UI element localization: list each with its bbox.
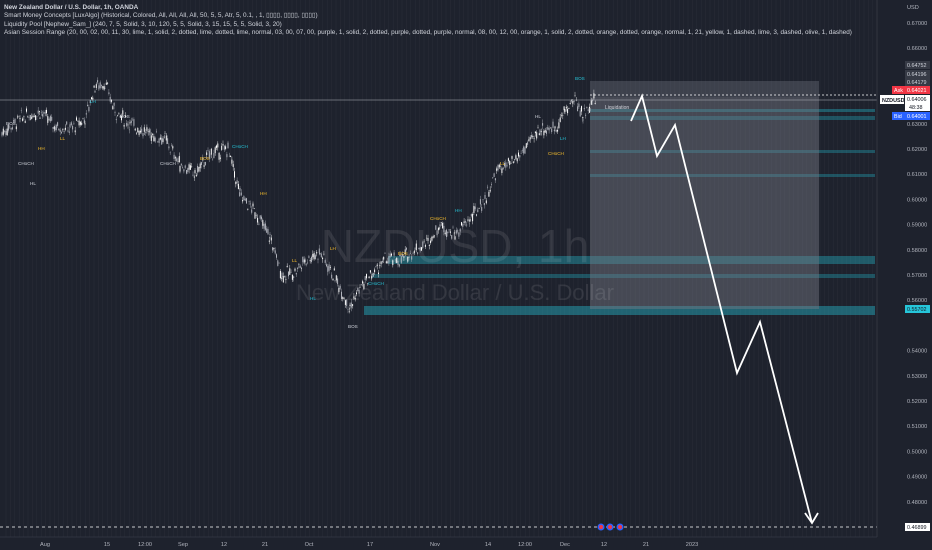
svg-text:HH: HH <box>38 146 45 151</box>
svg-text:HH: HH <box>455 208 462 213</box>
liquidity-zones <box>364 109 875 315</box>
short-position-tool[interactable] <box>590 81 819 309</box>
time-tick-label: 12:00 <box>138 542 152 548</box>
time-tick-label: 12:00 <box>518 542 532 548</box>
price-tick-label: 0.58000 <box>907 248 927 254</box>
watermark-ticker: NZDUSD, 1h <box>321 220 589 272</box>
svg-text:HL: HL <box>310 296 316 301</box>
tag-ask-label: Ask <box>894 88 903 94</box>
watermark-name: New Zealand Dollar / U.S. Dollar <box>296 280 614 305</box>
price-tick-label: 0.59000 <box>907 223 927 229</box>
price-tick-label: 0.61000 <box>907 172 927 178</box>
tag-last: 0.64006 <box>907 97 927 103</box>
price-tick-label: 0.56000 <box>907 298 927 304</box>
price-tick-label: 0.51000 <box>907 424 927 430</box>
legend-indicator-liquidity[interactable]: Liquidity Pool [Nephew_Sam_] (240, 7, 5,… <box>4 20 282 28</box>
tag-symbol: NZDUSD <box>882 98 905 104</box>
svg-text:CHoCH: CHoCH <box>368 281 384 286</box>
legend-indicator-smc[interactable]: Smart Money Concepts [LuxAlgo] (Historic… <box>4 12 318 20</box>
axis-currency: USD <box>907 5 919 11</box>
tag-p2: 0.64196 <box>907 72 927 78</box>
tag-countdown: 48:38 <box>909 105 923 111</box>
price-tick-label: 0.50000 <box>907 449 927 455</box>
svg-text:BOS: BOS <box>200 156 210 161</box>
time-tick-label: 12 <box>221 542 227 548</box>
chart-legend: New Zealand Dollar / U.S. Dollar, 1h, OA… <box>4 4 852 38</box>
svg-text:CHoCH: CHoCH <box>232 144 248 149</box>
price-tick-label: 0.48000 <box>907 500 927 506</box>
time-tick-label: Aug <box>40 542 50 548</box>
svg-text:LL: LL <box>60 136 66 141</box>
projection-arrowhead <box>804 512 819 525</box>
price-tick-label: 0.54000 <box>907 349 927 355</box>
candlestick-series <box>1 77 596 314</box>
svg-text:CHoCH: CHoCH <box>548 151 564 156</box>
svg-text:LH: LH <box>90 99 96 104</box>
time-tick-label: Dec <box>560 542 570 548</box>
price-tick-label: 0.67000 <box>907 21 927 27</box>
tag-support: 0.55702 <box>907 307 927 313</box>
svg-text:LL: LL <box>292 258 298 263</box>
svg-text:LH: LH <box>330 246 336 251</box>
time-tick-label: 12 <box>601 542 607 548</box>
liquidation-label: Liquidation <box>605 105 629 111</box>
svg-text:HL: HL <box>535 114 541 119</box>
time-tick-label: Nov <box>430 542 440 548</box>
smc-labels: BOS CHoCH HH LL HL LH BOS CHoCH BOS CHoCH HH LL HL LH… <box>6 76 585 329</box>
time-tick-label: Oct <box>305 542 314 548</box>
tag-p1: 0.64752 <box>907 63 927 69</box>
price-tags: 0.64752 0.64196 0.64179 Ask 0.64021 NZDU… <box>880 61 930 531</box>
svg-text:BOS: BOS <box>575 76 585 81</box>
time-tick-label: 17 <box>367 542 373 548</box>
time-tick-label: Sep <box>178 542 188 548</box>
price-tick-label: 0.49000 <box>907 475 927 481</box>
svg-text:LH: LH <box>560 136 566 141</box>
time-tick-label: 2023 <box>686 542 698 548</box>
time-tick-label: 21 <box>643 542 649 548</box>
price-tick-label: 0.52000 <box>907 399 927 405</box>
svg-text:HH: HH <box>260 191 267 196</box>
tag-target: 0.46899 <box>907 525 927 531</box>
svg-text:HL: HL <box>30 181 36 186</box>
time-tick-label: 21 <box>262 542 268 548</box>
price-tick-label: 0.66000 <box>907 46 927 52</box>
tag-p3: 0.64179 <box>907 80 927 86</box>
svg-text:CHoCH: CHoCH <box>18 161 34 166</box>
tag-ask: 0.64021 <box>907 88 927 94</box>
tag-bid: 0.64001 <box>907 114 927 120</box>
svg-text:BOS: BOS <box>398 251 408 256</box>
tag-bid-label: Bid <box>894 114 902 120</box>
time-tick-label: 14 <box>485 542 491 548</box>
svg-text:BOS: BOS <box>6 121 16 126</box>
svg-text:LL: LL <box>500 161 506 166</box>
time-tick-label: 15 <box>104 542 110 548</box>
chart-grid <box>5 0 874 537</box>
price-tick-label: 0.63000 <box>907 122 927 128</box>
projection-path[interactable] <box>630 93 813 524</box>
price-tick-label: 0.57000 <box>907 273 927 279</box>
legend-symbol[interactable]: New Zealand Dollar / U.S. Dollar, 1h, OA… <box>4 4 139 11</box>
svg-text:CHoCH: CHoCH <box>430 216 446 221</box>
svg-text:BOS: BOS <box>120 114 130 119</box>
time-axis[interactable]: Aug 15 12:00 Sep 12 21 Oct 17 Nov 14 12:00 Dec 12 21 2… <box>0 536 877 550</box>
price-tick-label: 0.62000 <box>907 147 927 153</box>
svg-text:CHoCH: CHoCH <box>160 161 176 166</box>
price-tick-label: 0.60000 <box>907 197 927 203</box>
price-tick-label: 0.53000 <box>907 374 927 380</box>
svg-text:BOS: BOS <box>348 324 358 329</box>
economic-event-icons[interactable] <box>597 523 624 531</box>
legend-indicator-asian[interactable]: Asian Session Range (20, 00, 02, 00, 11,… <box>4 29 852 37</box>
